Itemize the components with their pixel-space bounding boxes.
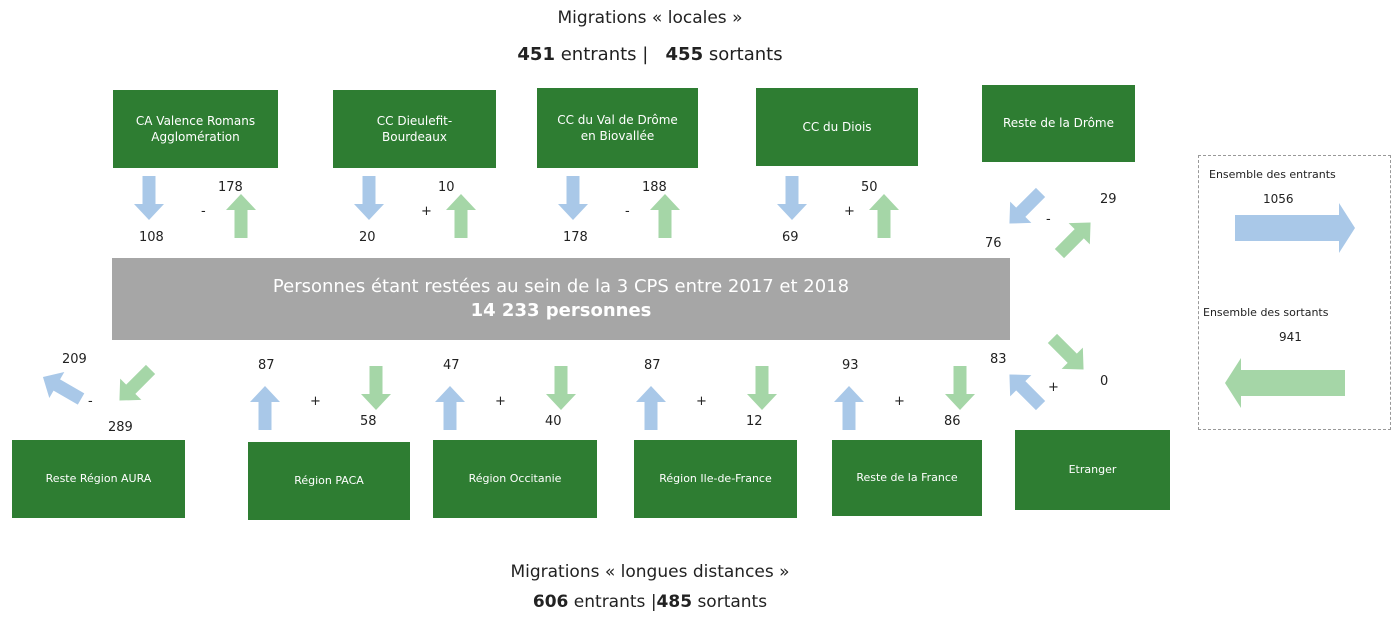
top-summary: 451 entrants | 455 sortants bbox=[0, 44, 1300, 65]
in-value: 87 bbox=[644, 358, 661, 373]
bottom-out-label: sortants bbox=[697, 592, 768, 612]
in-value: 87 bbox=[258, 358, 275, 373]
node: Reste de la Drôme bbox=[982, 85, 1135, 162]
arrow bbox=[869, 194, 899, 238]
legend-out-label: Ensemble des sortants bbox=[1203, 306, 1329, 319]
legend-in-value: 1056 bbox=[1263, 192, 1294, 206]
center-box: Personnes étant restées au sein de la 3 … bbox=[112, 258, 1010, 340]
in-value: 47 bbox=[443, 358, 460, 373]
arrow bbox=[747, 366, 777, 410]
bottom-in: 606 bbox=[532, 592, 569, 612]
in-value: 209 bbox=[62, 352, 87, 367]
arrow bbox=[945, 366, 975, 410]
node: Reste de la France bbox=[832, 440, 982, 516]
arrow bbox=[558, 176, 588, 220]
out-value: 86 bbox=[944, 414, 961, 429]
sign: + bbox=[696, 394, 707, 409]
bottom-out: 485 bbox=[656, 592, 693, 612]
in-value: 69 bbox=[782, 230, 799, 245]
out-value: 50 bbox=[861, 180, 878, 195]
node: CC du Diois bbox=[756, 88, 918, 166]
arrow bbox=[1054, 222, 1091, 259]
arrow bbox=[650, 194, 680, 238]
in-value: 76 bbox=[985, 236, 1002, 251]
out-value: 289 bbox=[108, 420, 133, 435]
node: CC Dieulefit-Bourdeaux bbox=[333, 90, 496, 168]
legend-in-label: Ensemble des entrants bbox=[1209, 168, 1336, 181]
node: Reste Région AURA bbox=[12, 440, 185, 518]
arrow bbox=[1225, 358, 1345, 408]
top-out: 455 bbox=[665, 44, 704, 65]
arrow bbox=[226, 194, 256, 238]
center-line1: Personnes étant restées au sein de la 3 … bbox=[272, 275, 850, 297]
node: Région Ile-de-France bbox=[634, 440, 797, 518]
center-line2: 14 233 personnes bbox=[470, 300, 652, 321]
out-value: 12 bbox=[746, 414, 763, 429]
sign: - bbox=[201, 204, 206, 219]
node: Région Occitanie bbox=[433, 440, 597, 518]
arrow bbox=[636, 386, 666, 430]
bottom-in-label: entrants bbox=[573, 592, 646, 612]
in-value: 178 bbox=[563, 230, 588, 245]
separator: | bbox=[650, 592, 657, 612]
out-value: 10 bbox=[438, 180, 455, 195]
separator: | bbox=[642, 44, 649, 65]
legend: Ensemble des entrants 1056 Ensemble des … bbox=[1198, 155, 1391, 430]
sign: - bbox=[625, 204, 630, 219]
arrow bbox=[1009, 374, 1046, 411]
in-value: 83 bbox=[990, 352, 1007, 367]
out-value: 58 bbox=[360, 414, 377, 429]
legend-out-value: 941 bbox=[1279, 330, 1302, 344]
sign: + bbox=[894, 394, 905, 409]
arrow bbox=[250, 386, 280, 430]
top-out-label: sortants bbox=[708, 44, 783, 65]
bottom-title: Migrations « longues distances » bbox=[510, 562, 790, 582]
sign: - bbox=[1046, 212, 1051, 227]
node: Etranger bbox=[1015, 430, 1170, 510]
sign: + bbox=[495, 394, 506, 409]
arrow bbox=[1235, 203, 1355, 253]
arrow bbox=[446, 194, 476, 238]
sign: + bbox=[1048, 380, 1059, 395]
arrow bbox=[42, 372, 85, 405]
out-value: 29 bbox=[1100, 192, 1117, 207]
arrow bbox=[546, 366, 576, 410]
top-in-label: entrants bbox=[560, 44, 637, 65]
out-value: 188 bbox=[642, 180, 667, 195]
arrow bbox=[777, 176, 807, 220]
sign: + bbox=[421, 204, 432, 219]
bottom-summary: 606 entrants |485 sortants bbox=[0, 592, 1300, 612]
arrow bbox=[1047, 333, 1084, 370]
node: CC du Val de Drôme en Biovallée bbox=[537, 88, 698, 168]
in-value: 93 bbox=[842, 358, 859, 373]
node: Région PACA bbox=[248, 442, 410, 520]
arrow bbox=[1009, 187, 1046, 224]
node: CA Valence Romans Agglomération bbox=[113, 90, 278, 168]
arrow bbox=[354, 176, 384, 220]
sign: - bbox=[88, 394, 93, 409]
top-in: 451 bbox=[517, 44, 555, 65]
out-value: 0 bbox=[1100, 374, 1109, 389]
in-value: 20 bbox=[359, 230, 376, 245]
top-title: Migrations « locales » bbox=[557, 8, 743, 28]
arrow bbox=[361, 366, 391, 410]
arrow bbox=[119, 364, 156, 401]
arrow bbox=[435, 386, 465, 430]
sign: + bbox=[844, 204, 855, 219]
sign: + bbox=[310, 394, 321, 409]
in-value: 108 bbox=[139, 230, 164, 245]
out-value: 40 bbox=[545, 414, 562, 429]
arrow bbox=[834, 386, 864, 430]
out-value: 178 bbox=[218, 180, 243, 195]
arrow bbox=[134, 176, 164, 220]
